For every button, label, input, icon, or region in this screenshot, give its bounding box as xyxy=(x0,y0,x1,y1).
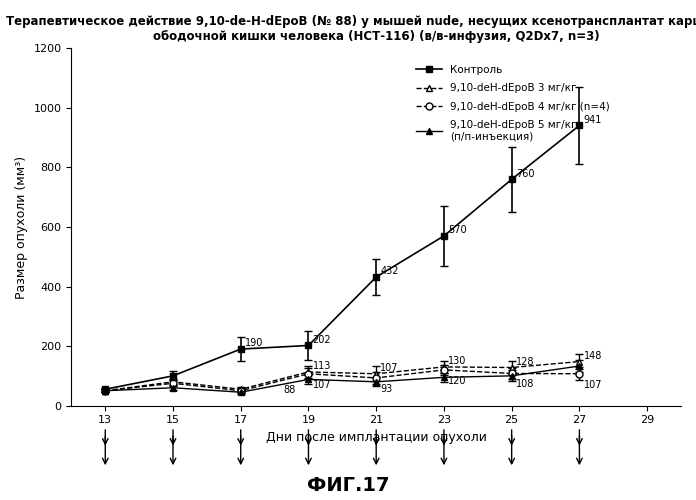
Title: Терапевтическое действие 9,10-de-H-dEpoB (№ 88) у мышей nude, несущих ксенотранс: Терапевтическое действие 9,10-de-H-dEpoB… xyxy=(6,15,696,43)
Text: ФИГ.17: ФИГ.17 xyxy=(307,476,389,495)
Text: 570: 570 xyxy=(448,225,467,235)
Text: 108: 108 xyxy=(516,380,535,390)
Text: 148: 148 xyxy=(583,351,602,361)
Text: 93: 93 xyxy=(381,384,393,394)
Legend: Контроль, 9,10-deH-dEpoB 3 мг/кг, 9,10-deH-dEpoB 4 мг/кг (n=4), 9,10-deH-dEpoB 5: Контроль, 9,10-deH-dEpoB 3 мг/кг, 9,10-d… xyxy=(412,60,615,146)
Y-axis label: Размер опухоли (мм³): Размер опухоли (мм³) xyxy=(15,156,28,298)
Text: 88: 88 xyxy=(283,386,296,396)
X-axis label: Дни после имплантации опухоли: Дни после имплантации опухоли xyxy=(266,431,487,444)
Text: 941: 941 xyxy=(583,114,602,124)
Text: 120: 120 xyxy=(448,376,466,386)
Text: 107: 107 xyxy=(583,380,602,390)
Text: 130: 130 xyxy=(448,356,466,366)
Text: 432: 432 xyxy=(381,266,399,276)
Text: 128: 128 xyxy=(516,356,535,366)
Text: 760: 760 xyxy=(516,168,535,178)
Text: 113: 113 xyxy=(313,361,331,371)
Text: 202: 202 xyxy=(313,334,331,344)
Text: 107: 107 xyxy=(313,380,331,390)
Text: 190: 190 xyxy=(245,338,263,348)
Text: 107: 107 xyxy=(381,363,399,373)
